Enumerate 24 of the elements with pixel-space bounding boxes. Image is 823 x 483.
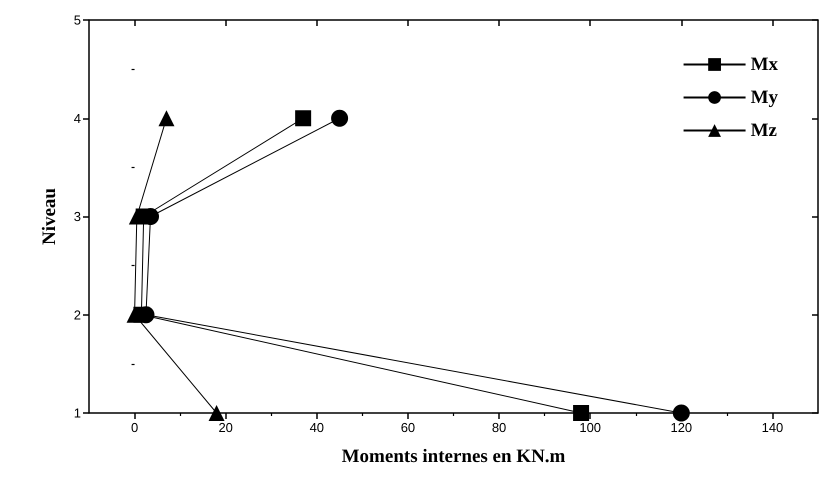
point bbox=[573, 405, 590, 421]
y-tick-label: 4 bbox=[74, 110, 81, 126]
point bbox=[158, 110, 174, 126]
y-tick-label: 3 bbox=[74, 209, 81, 224]
point bbox=[295, 110, 312, 126]
x-tick-label: 40 bbox=[310, 420, 324, 435]
y-tick-label: 1 bbox=[74, 406, 81, 420]
legend-label: Mx bbox=[750, 54, 778, 75]
y-axis-title: Niveau bbox=[39, 188, 60, 245]
x-tick-label: 140 bbox=[762, 420, 784, 435]
x-tick-label: 20 bbox=[218, 420, 233, 435]
x-tick-label: 100 bbox=[579, 420, 602, 435]
point bbox=[331, 110, 348, 127]
y-tick-label: 5 bbox=[74, 12, 81, 28]
x-axis-title: Moments internes en KN.m bbox=[342, 446, 566, 467]
x-tick-label: 80 bbox=[492, 420, 506, 435]
legend-label: My bbox=[750, 87, 778, 108]
x-tick-label: 0 bbox=[130, 420, 138, 435]
y-tick-label: 2 bbox=[74, 307, 81, 322]
x-tick-label: 60 bbox=[400, 420, 416, 435]
legend-label: Mz bbox=[750, 120, 778, 141]
point bbox=[208, 405, 225, 421]
x-tick-label: 120 bbox=[670, 420, 692, 435]
point bbox=[672, 404, 690, 422]
